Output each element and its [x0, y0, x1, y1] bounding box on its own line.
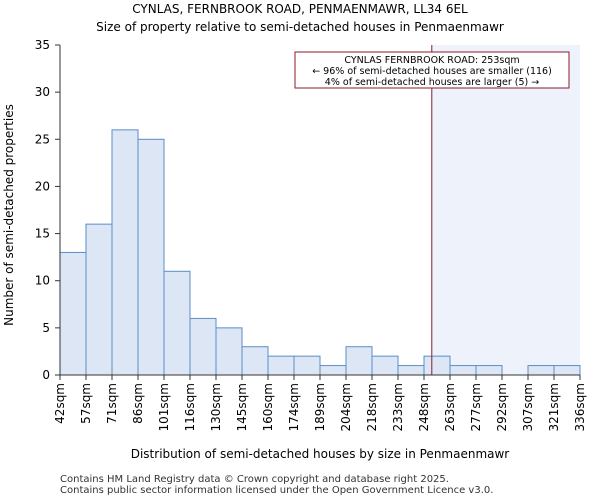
- x-tick-label: 277sqm: [469, 383, 483, 431]
- annotation-line1: CYNLAS FERNBROOK ROAD: 253sqm: [344, 55, 519, 66]
- x-tick-label: 86sqm: [131, 383, 145, 424]
- y-axis-label: Number of semi-detached properties: [2, 104, 16, 326]
- chart-title-line1: CYNLAS, FERNBROOK ROAD, PENMAENMAWR, LL3…: [132, 2, 468, 16]
- y-ticks: 0 5 10 15 20 25 30 35: [35, 38, 60, 382]
- y-tick-label: 30: [35, 85, 50, 99]
- bar-57sqm: [85, 223, 113, 376]
- bar-307sqm: [527, 365, 555, 376]
- x-ticks: 42sqm 57sqm 71sqm 86sqm 101sqm 116sqm 130sqm 14…: [53, 375, 587, 431]
- x-tick-label: 263sqm: [443, 383, 457, 431]
- x-tick-label: 101sqm: [157, 383, 171, 431]
- x-tick-label: 57sqm: [79, 383, 93, 424]
- bar-218sqm: [371, 355, 399, 376]
- x-tick-label: 71sqm: [105, 383, 119, 424]
- larger-properties-region: [431, 45, 580, 375]
- y-tick-label: 20: [35, 179, 50, 193]
- bar-145sqm: [241, 346, 269, 376]
- bar-174sqm: [293, 355, 321, 376]
- bar-189sqm: [319, 365, 347, 376]
- bar-160sqm: [267, 355, 295, 376]
- x-tick-label: 336sqm: [573, 383, 587, 431]
- bar-130sqm: [215, 327, 243, 376]
- x-tick-label: 233sqm: [391, 383, 405, 431]
- bar-248sqm: [423, 355, 451, 376]
- x-tick-label: 116sqm: [183, 383, 197, 431]
- footer-copyright: Contains HM Land Registry data © Crown c…: [60, 474, 449, 485]
- x-tick-label: 204sqm: [339, 383, 353, 431]
- bar-42sqm: [59, 251, 87, 376]
- x-tick-label: 218sqm: [365, 383, 379, 431]
- bar-116sqm: [189, 317, 217, 376]
- x-tick-label: 292sqm: [495, 383, 509, 431]
- x-tick-label: 174sqm: [287, 383, 301, 431]
- bar-321sqm: [553, 365, 581, 376]
- x-axis-label: Distribution of semi-detached houses by …: [131, 447, 510, 461]
- annotation-line2: ← 96% of semi-detached houses are smalle…: [312, 66, 552, 77]
- y-tick-label: 10: [35, 274, 50, 288]
- bar-233sqm: [397, 365, 425, 376]
- bar-71sqm: [111, 129, 139, 376]
- annotation-line3: 4% of semi-detached houses are larger (5…: [325, 77, 539, 88]
- annotation-box: CYNLAS FERNBROOK ROAD: 253sqm ← 96% of s…: [294, 51, 570, 89]
- x-tick-label: 145sqm: [235, 383, 249, 431]
- footer-licence: Contains public sector information licen…: [60, 485, 494, 496]
- bar-204sqm: [345, 346, 373, 376]
- bars: [59, 129, 581, 376]
- x-tick-label: 248sqm: [417, 383, 431, 431]
- bar-101sqm: [163, 270, 191, 376]
- x-tick-label: 189sqm: [313, 383, 327, 431]
- y-tick-label: 25: [35, 132, 50, 146]
- x-tick-label: 307sqm: [521, 383, 535, 431]
- x-tick-label: 130sqm: [209, 383, 223, 431]
- annotation-frame: [294, 51, 570, 89]
- x-tick-label: 321sqm: [547, 383, 561, 431]
- bar-86sqm: [137, 138, 165, 376]
- bar-263sqm: [449, 365, 477, 376]
- chart-title-line2: Size of property relative to semi-detach…: [96, 20, 504, 34]
- x-tick-label: 42sqm: [53, 383, 67, 424]
- y-tick-label: 35: [35, 38, 50, 52]
- bar-277sqm: [475, 365, 503, 376]
- y-tick-label: 15: [35, 227, 50, 241]
- x-tick-label: 160sqm: [261, 383, 275, 431]
- y-tick-label: 5: [42, 321, 50, 335]
- y-tick-label: 0: [42, 368, 50, 382]
